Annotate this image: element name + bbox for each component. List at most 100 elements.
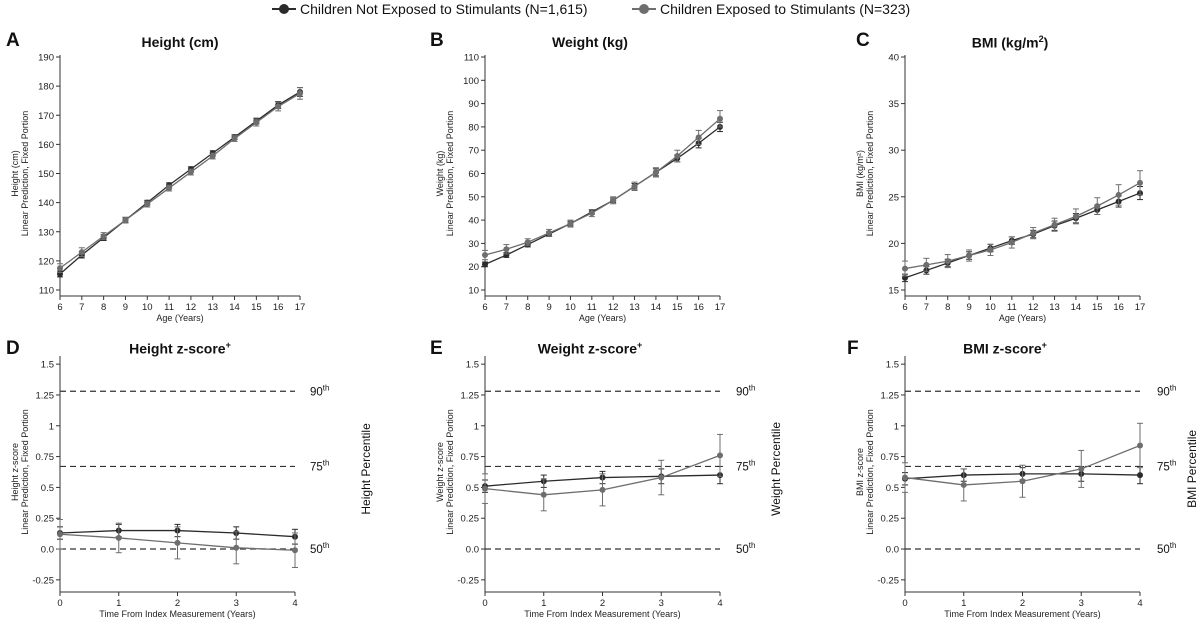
data-point: [524, 239, 531, 246]
series-exposed: [57, 87, 303, 274]
data-point: [253, 119, 260, 126]
y-tick-label: 160: [38, 140, 54, 151]
series-line: [59, 92, 301, 269]
y-tick-label: 20: [468, 262, 479, 273]
percentile-axis-title: BMI Percentile: [1185, 430, 1199, 508]
x-tick-label: 13: [1049, 302, 1060, 313]
percentile-label: 50th: [736, 541, 755, 556]
panel-bmi-zscore: F BMI z-score+ -0.25 0.0 0.25 0.5 0.75 1 1.25 1…: [800, 318, 1200, 636]
y-axis-title: Weight z-score: [435, 442, 445, 502]
y-tick-label: 0.25: [881, 514, 900, 525]
x-tick-label: 1: [541, 598, 546, 609]
series-exposed: [482, 433, 723, 512]
x-axis-title: Age (Years): [156, 313, 203, 323]
title-superscript: +: [637, 340, 643, 350]
y-tick-label: 0.75: [36, 452, 55, 463]
y-tick-label: 110: [464, 53, 479, 64]
x-tick-label: 15: [672, 302, 683, 313]
y-tick-label: -0.25: [457, 575, 479, 586]
data-point: [122, 217, 129, 224]
x-tick-label: 11: [1007, 302, 1017, 313]
data-point: [1115, 191, 1122, 198]
panel-weight: B Weight (kg) 10 20 30 40 50 60 70 80 90 100 110 6 7…: [400, 22, 800, 340]
percentile-label: 75th: [736, 458, 755, 473]
y-tick-label: 70: [468, 146, 479, 157]
title-superscript: +: [1041, 340, 1047, 350]
series-line: [484, 126, 721, 265]
x-tick-label: 1: [116, 598, 121, 609]
y-tick-label: 0.75: [461, 452, 480, 463]
x-tick-label: 12: [608, 302, 619, 313]
data-point: [588, 210, 595, 217]
x-tick-label: 10: [142, 302, 153, 313]
panel-title: Weight z-score+: [537, 340, 643, 357]
panel-label: F: [847, 338, 859, 359]
chart-weight: 10 20 30 40 50 60 70 80 90 100 110 6 7 8 9 10 11 12 13 14 15…: [435, 53, 725, 324]
data-point: [275, 103, 282, 110]
data-point: [482, 252, 488, 259]
percentile-label: 75th: [310, 458, 329, 473]
data-point: [695, 134, 702, 141]
x-tick-label: 4: [717, 598, 722, 609]
x-axis-title: Time From Index Measurement (Years): [944, 609, 1100, 619]
x-tick-label: 17: [295, 302, 306, 313]
data-point: [503, 246, 510, 253]
chart-height-zscore: -0.25 0.0 0.25 0.5 0.75 1 1.25 1.5 0 1 2 3 4 Time Fro…: [10, 356, 373, 619]
x-tick-label: 15: [251, 302, 262, 313]
y-axis-subtitle: Linear Prediction, Fixed Portion: [865, 409, 875, 535]
chart-weight-zscore: -0.25 0.0 0.25 0.5 0.75 1 1.25 1.5 0 1 2 3 4 Time Fro…: [435, 356, 783, 619]
y-axis-subtitle: Linear Prediction, Fixed Portion: [445, 409, 455, 535]
percentile-label: 90th: [310, 383, 329, 398]
data-point: [674, 153, 681, 160]
x-tick-label: 4: [1137, 598, 1142, 609]
x-tick-label: 2: [175, 598, 180, 609]
y-axis-title: Weight (kg): [435, 151, 445, 197]
y-tick-label: 190: [38, 53, 54, 64]
x-axis-title: Age (Years): [579, 313, 626, 323]
x-tick-label: 8: [945, 302, 950, 313]
data-point: [546, 229, 553, 236]
series-exposed: [482, 110, 723, 261]
data-point: [1137, 472, 1143, 479]
x-tick-label: 16: [693, 302, 704, 313]
data-point: [1078, 465, 1085, 472]
x-tick-label: 1: [961, 598, 966, 609]
x-tick-label: 6: [57, 302, 62, 313]
y-axis-title: BMI (kg/m²): [855, 150, 865, 197]
panel-height-zscore: D Height z-score+ -0.25 0.0 0.25 0.5 0.75 1 1.…: [0, 318, 400, 636]
data-point: [1137, 179, 1143, 186]
data-point: [599, 486, 606, 493]
x-tick-label: 12: [1028, 302, 1039, 313]
y-tick-label: 0.5: [886, 483, 899, 494]
y-tick-label: 1.5: [886, 360, 899, 371]
data-point: [987, 246, 994, 253]
percentile-axis-title: Weight Percentile: [769, 422, 783, 516]
y-tick-label: 40: [468, 216, 479, 227]
data-point: [610, 197, 617, 204]
data-point: [1019, 478, 1026, 485]
x-tick-label: 6: [902, 302, 907, 313]
data-point: [966, 252, 973, 259]
data-point: [631, 183, 638, 190]
panel-label: B: [430, 30, 444, 51]
x-tick-label: 10: [565, 302, 576, 313]
series-line: [484, 118, 721, 256]
y-tick-label: 0.0: [466, 545, 479, 556]
data-point: [540, 491, 547, 498]
y-axis-title: BMI z-score: [855, 448, 865, 496]
data-point: [57, 265, 63, 272]
x-tick-label: 3: [234, 598, 239, 609]
data-point: [1008, 239, 1015, 246]
x-tick-label: 16: [1113, 302, 1124, 313]
x-tick-label: 14: [1071, 302, 1082, 313]
y-tick-label: 180: [38, 82, 54, 93]
x-tick-label: 9: [546, 302, 551, 313]
y-tick-label: 30: [468, 239, 479, 250]
data-point: [1072, 213, 1079, 220]
x-tick-label: 6: [482, 302, 487, 313]
data-point: [57, 531, 63, 538]
panel-height: A Height (cm) 110 120 130 140 150 160 170 180 19…: [0, 22, 400, 340]
y-tick-label: 50: [468, 192, 479, 203]
chart-bmi-zscore: -0.25 0.0 0.25 0.5 0.75 1 1.25 1.5 0 1 2 3 4 Time Fro…: [855, 356, 1199, 619]
x-tick-label: 2: [1020, 598, 1025, 609]
